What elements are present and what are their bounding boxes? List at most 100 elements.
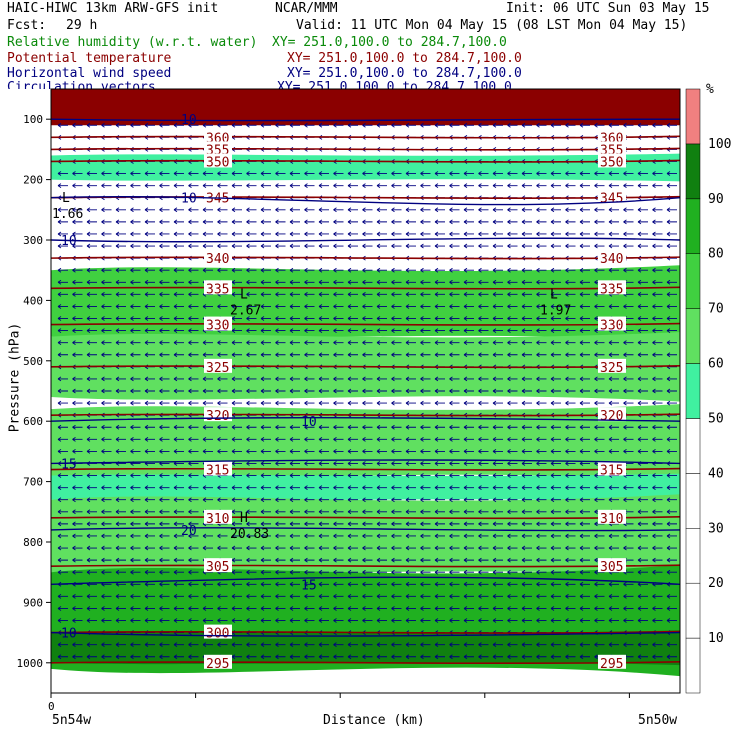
vector-257 xyxy=(666,183,677,189)
vector-1395 xyxy=(333,509,344,515)
vector-1171 xyxy=(202,449,213,454)
vector-1599 xyxy=(173,569,184,575)
wind-contour-5 xyxy=(50,576,681,585)
vector-1152 xyxy=(550,436,561,442)
vector-998 xyxy=(188,400,199,406)
vector-256 xyxy=(652,183,663,189)
vector-1753 xyxy=(536,606,547,611)
rh-band-0 xyxy=(51,153,680,182)
vector-1858 xyxy=(188,642,199,648)
vector-747 xyxy=(289,328,300,333)
theta-label-bg-0-1 xyxy=(598,129,626,144)
vector-1495 xyxy=(536,533,547,539)
vector-388 xyxy=(72,231,83,237)
vector-623 xyxy=(362,291,373,297)
vector-810 xyxy=(579,340,590,346)
vector-9 xyxy=(188,122,199,128)
vector-1156 xyxy=(608,436,619,442)
vector-723 xyxy=(565,316,576,321)
vector-396 xyxy=(188,231,199,237)
vector-1758 xyxy=(608,606,619,611)
vector-1740 xyxy=(347,606,358,611)
vector-216 xyxy=(72,183,83,189)
vector-988 xyxy=(666,388,677,394)
vector-645 xyxy=(57,304,68,309)
vector-816 xyxy=(666,340,677,346)
vector-1116 xyxy=(652,424,663,430)
extremum-mark-1: L xyxy=(550,287,558,302)
vector-845 xyxy=(463,352,474,358)
vector-934 xyxy=(507,376,518,382)
vector-351 xyxy=(159,219,170,225)
vector-830 xyxy=(246,352,257,358)
vector-1672 xyxy=(608,581,619,587)
wind-contour-0 xyxy=(50,237,681,243)
theta-label-310-1: 310 xyxy=(600,512,623,527)
y-tick-label-1000: 1000 xyxy=(17,657,44,670)
vector-374 xyxy=(492,219,503,225)
vector-1524 xyxy=(333,545,344,551)
vector-1574 xyxy=(434,557,445,563)
vector-1661 xyxy=(449,581,460,587)
vector-1911 xyxy=(333,654,344,660)
vector-1477 xyxy=(275,533,286,539)
extremum-mark-2: H xyxy=(240,511,248,526)
vector-1194 xyxy=(536,449,547,454)
vector-236 xyxy=(362,183,373,189)
vector-1727 xyxy=(159,606,170,611)
vector-955 xyxy=(188,388,199,394)
vector-390 xyxy=(101,231,112,237)
vector-1551 xyxy=(101,557,112,563)
vector-1873 xyxy=(405,642,416,648)
vector-1546 xyxy=(652,545,663,551)
vector-970 xyxy=(405,388,416,394)
vector-821 xyxy=(115,352,126,358)
vector-1319 xyxy=(478,485,489,491)
vector-805 xyxy=(507,340,518,346)
theta-label-345-1: 345 xyxy=(600,192,623,207)
vector-1717 xyxy=(637,593,648,599)
vector-177 xyxy=(130,171,141,176)
vector-1342 xyxy=(188,497,199,503)
vector-733 xyxy=(86,328,97,333)
vector-633 xyxy=(507,291,518,297)
vector-1771 xyxy=(173,618,184,623)
vector-1580 xyxy=(521,557,532,563)
vector-1088 xyxy=(246,424,257,430)
vector-719 xyxy=(507,316,518,321)
vector-1077 xyxy=(86,424,97,430)
vector-1364 xyxy=(507,497,518,503)
theta-label-315-1: 315 xyxy=(600,464,623,479)
vector-1547 xyxy=(666,545,677,551)
vector-189 xyxy=(304,171,315,176)
vector-655 xyxy=(202,304,213,309)
theta-label-340-0: 340 xyxy=(206,252,229,267)
vector-679 xyxy=(550,304,561,309)
vector-913 xyxy=(202,376,213,382)
vector-1274 xyxy=(449,473,460,478)
vector-1899 xyxy=(159,654,170,660)
vector-373 xyxy=(478,219,489,225)
vector-1118 xyxy=(57,436,68,442)
vector-249 xyxy=(550,183,561,189)
theta-label-bg-3-0 xyxy=(204,189,232,204)
vector-208 xyxy=(579,171,590,176)
vector-1175 xyxy=(260,449,271,454)
vector-403 xyxy=(289,231,300,237)
vector-603 xyxy=(72,291,83,297)
vector-217 xyxy=(86,183,97,189)
vector-774 xyxy=(57,340,68,346)
vector-642 xyxy=(637,291,648,297)
vector-765 xyxy=(550,328,561,333)
vector-1113 xyxy=(608,424,619,430)
vector-1248 xyxy=(72,473,83,478)
vector-1378 xyxy=(86,509,97,515)
vector-391 xyxy=(115,231,126,237)
vector-785 xyxy=(217,340,228,346)
vector-541 xyxy=(420,267,431,273)
vector-945 xyxy=(666,376,677,382)
vector-1277 xyxy=(492,473,503,478)
vector-1020 xyxy=(507,400,518,406)
vector-1297 xyxy=(159,485,170,491)
vector-1545 xyxy=(637,545,648,551)
